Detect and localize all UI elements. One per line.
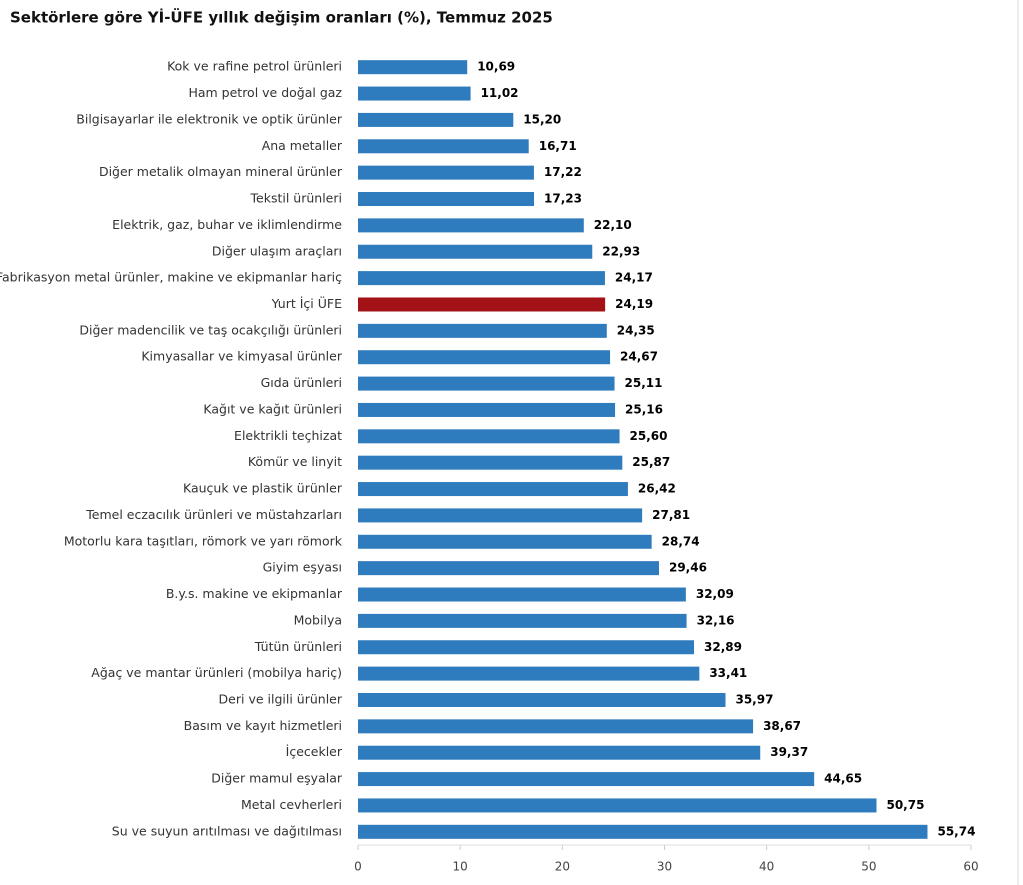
category-label: Metal cevherleri	[241, 797, 342, 812]
category-label: Diğer madencilik ve taş ocakçılığı ürünl…	[79, 322, 342, 337]
value-label: 24,17	[615, 271, 653, 285]
x-tick-label: 50	[861, 860, 876, 874]
bar	[358, 666, 700, 681]
value-label: 16,71	[539, 139, 577, 153]
bar	[358, 508, 643, 523]
bar	[358, 402, 616, 417]
bar	[358, 376, 615, 391]
x-tick-label: 10	[453, 860, 468, 874]
bar	[358, 798, 877, 813]
bar	[358, 244, 593, 259]
value-label: 28,74	[662, 534, 700, 548]
bar	[358, 60, 468, 75]
category-label: Tekstil ürünleri	[250, 191, 342, 206]
category-label: Elektrik, gaz, buhar ve iklimlendirme	[112, 217, 342, 232]
x-tick-label: 20	[555, 860, 570, 874]
chart-title: Sektörlere göre Yİ-ÜFE yıllık değişim or…	[10, 8, 553, 27]
value-label: 22,10	[594, 218, 632, 232]
bar	[358, 297, 606, 312]
category-label: İçecekler	[286, 744, 343, 759]
category-label: Diğer mamul eşyalar	[211, 771, 343, 786]
bar	[358, 112, 514, 127]
category-label: Gıda ürünleri	[261, 375, 342, 390]
bar	[358, 271, 605, 286]
value-label: 15,20	[523, 112, 561, 126]
category-label: Mobilya	[294, 612, 342, 627]
value-label: 17,22	[544, 165, 582, 179]
category-label: Deri ve ilgili ürünler	[219, 691, 343, 706]
value-label: 24,67	[620, 350, 658, 364]
category-label: Basım ve kayıt hizmetleri	[184, 718, 342, 733]
category-label: Kağıt ve kağıt ürünleri	[203, 401, 342, 416]
value-label: 32,16	[697, 613, 735, 627]
bar	[358, 455, 623, 470]
bar	[358, 640, 695, 655]
bar	[358, 561, 659, 576]
value-label: 25,87	[632, 455, 670, 469]
value-label: 44,65	[824, 772, 862, 786]
category-label: Ağaç ve mantar ürünleri (mobilya hariç)	[91, 665, 342, 680]
value-label: 11,02	[481, 86, 519, 100]
category-label: Diğer metalik olmayan mineral ürünler	[99, 164, 343, 179]
category-label: Kömür ve linyit	[248, 454, 342, 469]
value-label: 39,37	[770, 745, 808, 759]
bar	[358, 613, 687, 628]
category-label: Kok ve rafine petrol ürünleri	[167, 59, 342, 74]
bar	[358, 824, 928, 839]
value-label: 22,93	[602, 244, 640, 258]
value-label: 32,09	[696, 587, 734, 601]
value-label: 26,42	[638, 482, 676, 496]
category-label: Motorlu kara taşıtları, römork ve yarı r…	[64, 533, 343, 548]
bar	[358, 482, 628, 497]
value-label: 25,11	[625, 376, 663, 390]
x-tick-label: 0	[354, 860, 362, 874]
value-label: 50,75	[886, 798, 924, 812]
category-label: Fabrikasyon metal ürünler, makine ve eki…	[0, 270, 342, 285]
x-tick-label: 30	[657, 860, 672, 874]
bar	[358, 323, 607, 338]
bar	[358, 692, 726, 707]
bar	[358, 350, 611, 365]
category-label: Ham petrol ve doğal gaz	[188, 85, 342, 100]
bar	[358, 192, 535, 207]
bar	[358, 719, 754, 734]
value-label: 17,23	[544, 192, 582, 206]
bar	[358, 429, 620, 444]
value-label: 25,60	[630, 429, 668, 443]
value-label: 38,67	[763, 719, 801, 733]
x-tick-label: 40	[759, 860, 774, 874]
x-tick-label: 60	[963, 860, 978, 874]
category-label: B.y.s. makine ve ekipmanlar	[166, 586, 343, 601]
value-label: 55,74	[937, 824, 975, 838]
bar	[358, 534, 652, 549]
category-label: Su ve suyun arıtılması ve dağıtılması	[112, 823, 342, 838]
bar	[358, 772, 815, 787]
value-label: 10,69	[477, 60, 515, 74]
value-label: 24,35	[617, 323, 655, 337]
category-label: Elektrikli teçhizat	[234, 428, 342, 443]
value-label: 24,19	[615, 297, 653, 311]
bar	[358, 86, 471, 101]
bar	[358, 745, 761, 760]
category-label: Kauçuk ve plastik ürünler	[183, 481, 343, 496]
value-label: 25,16	[625, 402, 663, 416]
category-label: Giyim eşyası	[263, 560, 342, 575]
value-label: 32,89	[704, 640, 742, 654]
bar	[358, 587, 686, 602]
bar	[358, 218, 584, 233]
value-label: 33,41	[709, 666, 747, 680]
category-label: Diğer ulaşım araçları	[212, 243, 342, 258]
value-label: 29,46	[669, 561, 707, 575]
bar	[358, 139, 529, 154]
category-label: Bilgisayarlar ile elektronik ve optik ür…	[76, 111, 343, 126]
category-label: Temel eczacılık ürünleri ve müstahzarlar…	[85, 507, 342, 522]
value-label: 35,97	[735, 692, 773, 706]
value-label: 27,81	[652, 508, 690, 522]
category-label: Kimyasallar ve kimyasal ürünler	[141, 349, 342, 364]
category-label: Tütün ürünleri	[254, 639, 342, 654]
category-label: Ana metaller	[262, 138, 343, 153]
category-label: Yurt İçi ÜFE	[271, 295, 342, 311]
bar	[358, 165, 534, 180]
